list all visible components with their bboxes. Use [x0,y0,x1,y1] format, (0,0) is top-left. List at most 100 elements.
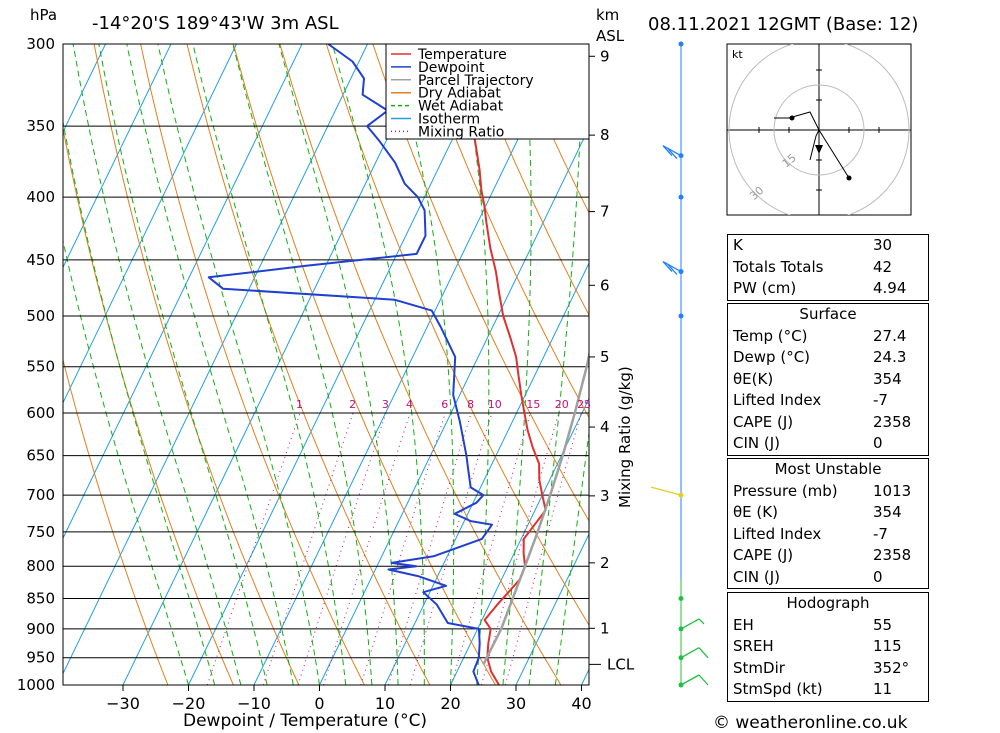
index-row: Lifted Index -7 [728,390,928,412]
height-axis: 1 2 3 4 5 6 7 8 9 LCL [589,47,635,673]
wind-barb-flag [662,261,673,273]
mixing-ratio-label: 8 [467,398,474,411]
index-value: 30 [873,236,893,254]
mixing-ratio-label: 3 [382,398,389,411]
mixing-ratio-label: 1 [296,398,303,411]
mixing-ratio-line [206,412,301,685]
index-row: CAPE (J) 2358 [728,412,928,434]
wind-level-dot [678,194,684,200]
pressure-tick-label: 400 [26,188,55,206]
temperature-tick-label: 20 [440,694,460,713]
wind-barb-flag [662,145,673,157]
copyright: © weatheronline.co.uk [713,713,908,733]
pressure-tick-label: 800 [26,557,55,575]
pressure-tick-label: 900 [26,620,55,638]
hodograph-ring-label: 45 [715,216,734,235]
isotherm-line [319,126,589,685]
mixing-ratio-label: 10 [488,398,502,411]
index-label: K [733,236,743,254]
pressure-tick-label: 600 [26,404,55,422]
index-label: StmSpd (kt) [733,680,823,698]
index-value: 0 [873,567,883,586]
pressure-axis: 300 350 400 450 500 550 600 650 700 750 800 850 900 9… [17,35,55,694]
x-axis-title: Dewpoint / Temperature (°C) [183,711,427,731]
index-value: -7 [873,524,888,543]
pressure-tick-label: 700 [26,486,55,504]
index-value: 27.4 [873,326,907,345]
asl-unit-label: ASL [596,27,625,45]
index-label: Temp (°C) [733,326,808,345]
legend-label: Dewpoint [418,60,485,76]
mixing-ratio-label: 20 [555,398,569,411]
legend-label: Temperature [417,47,507,63]
mixing-ratio-line [450,412,531,685]
isotherm-line [450,397,589,685]
wind-profile [650,41,709,688]
index-label: Totals Totals [733,257,824,276]
index-row: SREH 115 [728,636,928,658]
index-label: CIN (J) [733,434,781,452]
temperature-tick-label: 0 [314,694,324,713]
wet-adiabat-line [67,44,242,685]
dry-adiabat-line [976,44,1000,685]
mixing-ratio-line [387,412,472,685]
hodograph-marker [789,115,795,121]
index-value: 4.94 [873,279,907,297]
index-value: 352° [873,658,910,677]
temperature-axis: −30 −20 −10 0 10 20 30 40 [106,685,592,713]
hodograph-ring [773,84,865,176]
wind-level-dot [678,41,684,47]
temperature-tick-label: 30 [506,694,526,713]
dry-adiabat-line [418,44,589,419]
mixing-ratio-label: 15 [526,398,540,411]
isotherm-line [253,44,565,685]
index-label: θE (K) [733,503,778,521]
pressure-tick-label: 650 [26,447,55,465]
height-tick-label: 4 [600,418,610,436]
plot-background [63,44,1000,685]
wind-level-dot [678,595,684,601]
wind-level-dot [678,313,684,319]
index-label: Lifted Index [733,391,822,409]
index-label: StmDir [733,658,785,677]
index-row: CAPE (J) 2358 [728,545,928,567]
pressure-tick-label: 1000 [17,676,55,694]
mixing-ratio-axis-title: Mixing Ratio (g/kg) [616,366,634,508]
height-tick-label: 9 [600,47,610,65]
height-tick-label: 7 [600,203,610,221]
legend-label: Mixing Ratio [418,124,504,140]
mixing-ratio-label: 25 [577,398,591,411]
legend-label: Dry Adiabat [418,86,501,102]
pressure-tick-label: 850 [26,589,55,607]
lcl-label: LCL [607,655,635,673]
plot-frame [62,43,590,686]
index-value: 2358 [873,546,912,564]
wind-barb-shaft [680,618,700,630]
pressure-tick-label: 950 [26,649,55,667]
wind-barb-shaft [662,261,682,273]
mixing-ratio-label: 2 [349,398,356,411]
index-value: 354 [873,503,902,521]
index-label: CAPE (J) [733,546,794,564]
index-row: CIN (J) 0 [728,567,928,589]
height-tick-label: 5 [600,348,610,366]
temperature-tick-label: −30 [106,694,140,713]
wind-barb-shaft [662,145,682,157]
pressure-tick-label: 350 [26,117,55,135]
pressure-tick-label: 500 [26,307,55,325]
index-value: 354 [873,369,902,388]
mixing-ratio-line [297,412,387,685]
index-label: Pressure (mb) [733,481,838,500]
wind-barb-flag [667,148,678,160]
dry-adiabat-line [63,126,234,685]
index-row: θE(K) 354 [728,369,928,391]
indices-basic-table: K 30 Totals Totals 42 PW (cm) 4.94 [727,234,929,301]
location-title: -14°20'S 189°43'W 3m ASL [92,13,339,34]
index-label: CIN (J) [733,567,781,586]
index-label: PW (cm) [733,279,797,297]
index-value: 42 [873,257,893,276]
index-row: θE (K) 354 [728,502,928,524]
mixing-ratio-line [409,412,493,685]
